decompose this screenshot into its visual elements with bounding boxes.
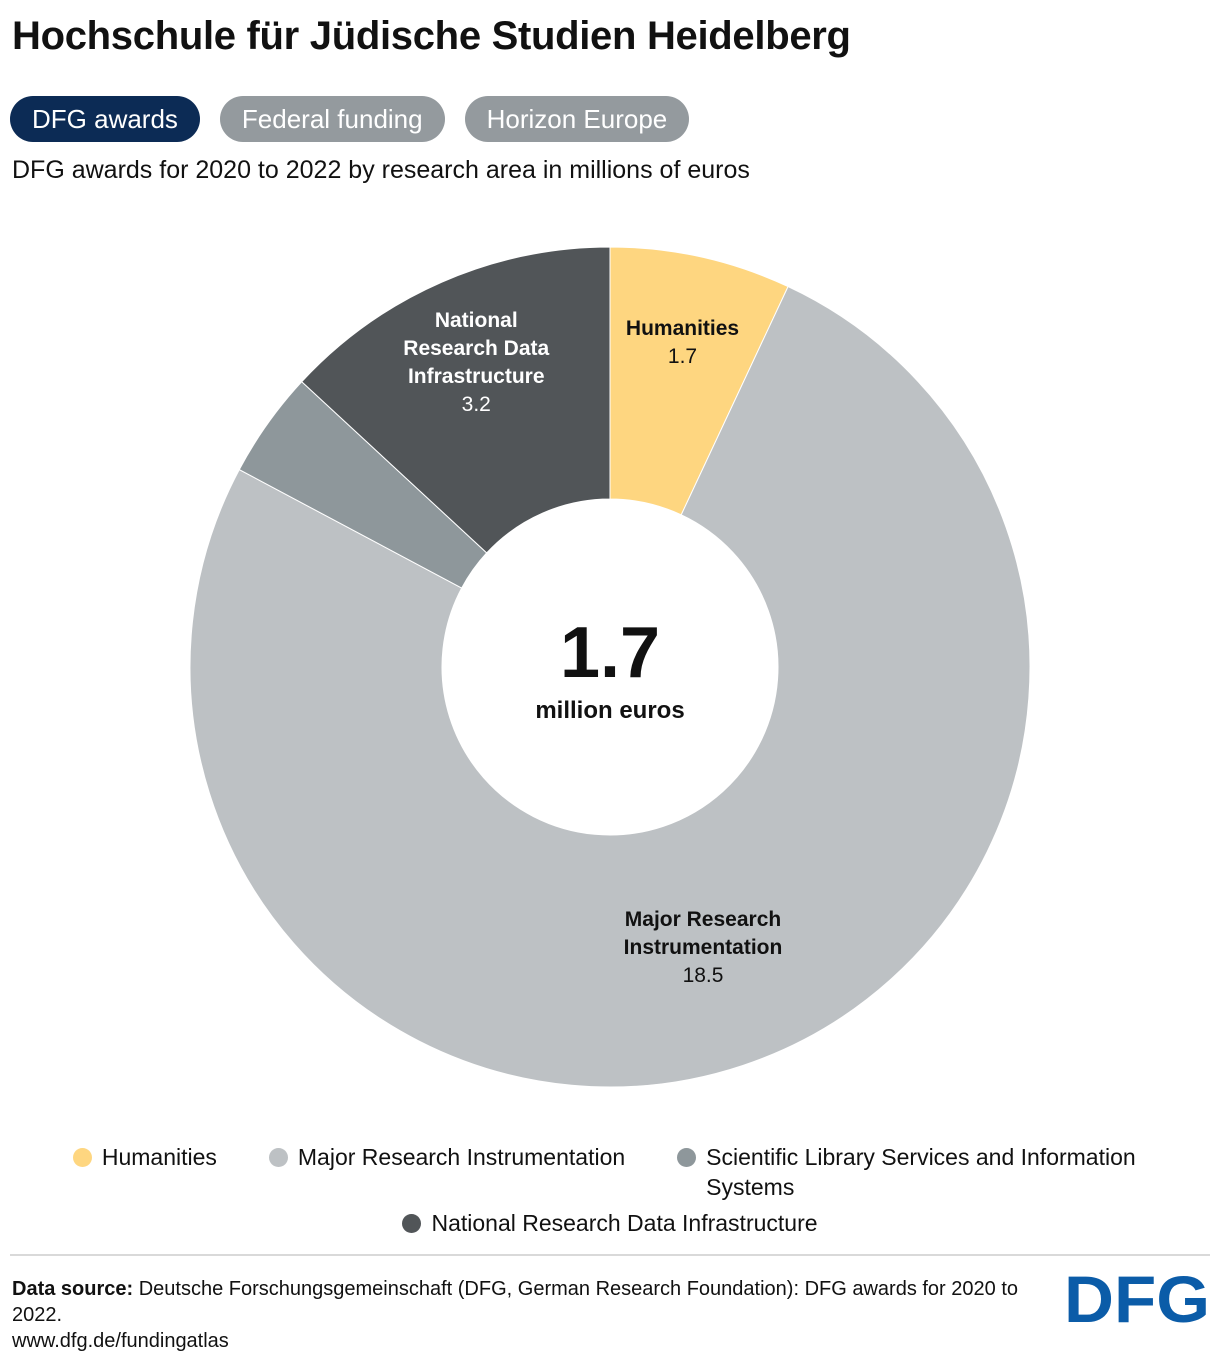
legend-label: Humanities bbox=[101, 1144, 217, 1170]
slice-label: Instrumentation bbox=[624, 936, 783, 959]
legend-item-national-research-data-infrastructure[interactable]: National Research Data Infrastructure bbox=[402, 1208, 818, 1238]
footer-divider bbox=[10, 1254, 1210, 1256]
tab-federal-funding[interactable]: Federal funding bbox=[219, 96, 445, 142]
tab-bar: DFG awards Federal funding Horizon Europ… bbox=[10, 96, 690, 142]
center-total-unit: million euros bbox=[535, 697, 684, 724]
slice-value-label: 18.5 bbox=[683, 964, 724, 987]
slice-label: Humanities bbox=[626, 317, 739, 340]
legend-item-humanities[interactable]: Humanities bbox=[72, 1142, 217, 1202]
data-source-label: Data source: bbox=[12, 1278, 134, 1300]
legend-label: Major Research Instrumentation bbox=[297, 1144, 626, 1170]
page-title: Hochschule für Jüdische Studien Heidelbe… bbox=[12, 14, 851, 58]
legend-item-major-research-instrumentation[interactable]: Major Research Instrumentation bbox=[268, 1142, 626, 1202]
legend-item-scientific-library-services[interactable]: Scientific Library Services and Informat… bbox=[677, 1142, 1147, 1202]
data-source-url[interactable]: www.dfg.de/fundingatlas bbox=[12, 1330, 229, 1352]
slice-label: Infrastructure bbox=[408, 365, 545, 388]
legend-label: Scientific Library Services and Informat… bbox=[706, 1144, 1136, 1200]
donut-slice-labels: Humanities 1.7 Major Research Instrumentati… bbox=[403, 309, 782, 987]
tab-dfg-awards[interactable]: DFG awards bbox=[10, 96, 200, 142]
legend-swatch-national-research-data-infrastructure bbox=[402, 1214, 422, 1233]
slice-value-label: 1.7 bbox=[668, 345, 697, 368]
donut-slice-national-research-data-infrastructure[interactable] bbox=[301, 246, 611, 554]
chart-legend: Humanities Major Research Instrumentatio… bbox=[20, 1142, 1200, 1238]
slice-label: Research Data bbox=[403, 337, 549, 360]
legend-label: National Research Data Infrastructure bbox=[431, 1210, 818, 1236]
center-total-value: 1.7 bbox=[560, 613, 660, 693]
slice-label: Major Research bbox=[625, 908, 781, 931]
donut-chart: Humanities 1.7 Major Research Instrumentati… bbox=[189, 246, 1031, 1088]
legend-swatch-major-research-instrumentation bbox=[268, 1148, 288, 1167]
donut-slices bbox=[189, 246, 1031, 1088]
legend-swatch-scientific-library-services bbox=[677, 1148, 697, 1167]
dfg-logo-text: DFG bbox=[1064, 1270, 1210, 1326]
slice-value-label: 3.2 bbox=[462, 393, 491, 416]
tab-horizon-europe[interactable]: Horizon Europe bbox=[464, 96, 690, 142]
dfg-logo: DFG bbox=[1064, 1270, 1210, 1326]
donut-slice-major-research-instrumentation[interactable] bbox=[189, 285, 1031, 1088]
data-source-text: Deutsche Forschungsgemeinschaft (DFG, Ge… bbox=[12, 1278, 1018, 1326]
chart-subtitle: DFG awards for 2020 to 2022 by research … bbox=[12, 156, 750, 184]
legend-swatch-humanities bbox=[72, 1148, 92, 1167]
data-source-note: Data source: Deutsche Forschungsgemeinsc… bbox=[12, 1276, 1042, 1354]
slice-label: National bbox=[435, 309, 518, 332]
